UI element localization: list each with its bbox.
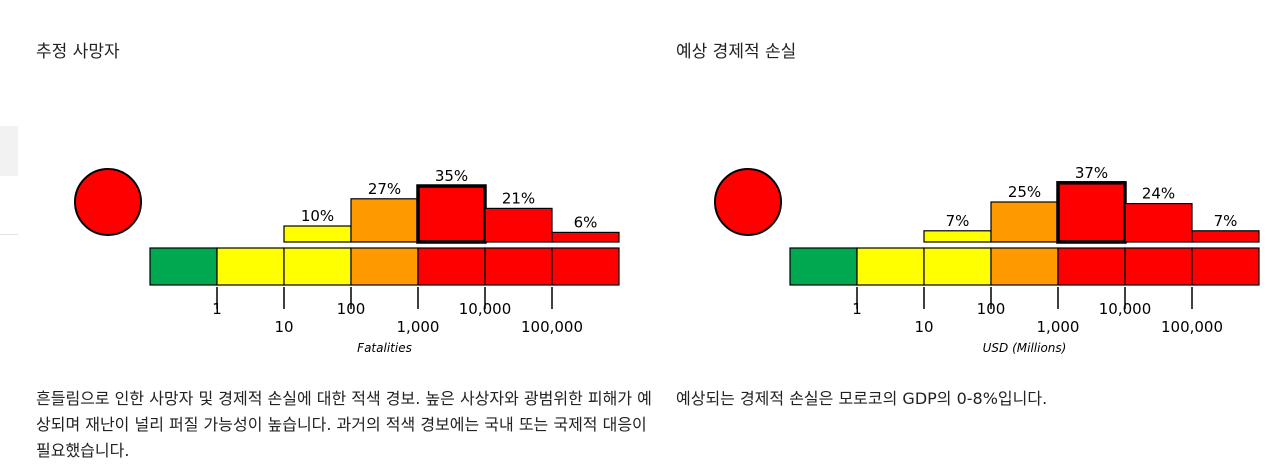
bar-value-label: 25% <box>1008 183 1041 201</box>
tick-label: 1 <box>212 300 222 318</box>
bar-value-label: 6% <box>574 213 598 231</box>
bar-value-label: 35% <box>435 167 468 185</box>
bar-value-label: 27% <box>368 180 401 198</box>
tick-label: 1,000 <box>1037 318 1080 336</box>
alert-strip-segment <box>417 247 486 286</box>
fatalities-chart-svg: 10% 27% 35% 21% 6% 1 10 100 1,000 10,000 100,000 Fa… <box>74 167 620 355</box>
tick-label: 100,000 <box>1161 318 1223 336</box>
alert-strip-segment <box>350 247 419 286</box>
sidebar-edge-divider <box>0 234 18 235</box>
alert-strip-segment <box>1124 247 1193 286</box>
alert-strip-segment <box>551 247 620 286</box>
tick-label: 1 <box>852 300 862 318</box>
probability-bar <box>1124 202 1193 243</box>
fatalities-description: 흔들림으로 인한 사망자 및 경제적 손실에 대한 적색 경보. 높은 사상자와… <box>36 389 652 460</box>
bar-value-label: 21% <box>502 189 535 207</box>
bar-value-label: 10% <box>301 207 334 225</box>
sidebar-edge-tab <box>0 126 18 176</box>
alert-strip-segment <box>856 247 925 286</box>
bar-value-label: 7% <box>1214 212 1238 230</box>
alert-level-circle <box>714 168 782 236</box>
probability-bar <box>350 198 419 243</box>
probability-bar <box>551 231 620 243</box>
tick-label: 100 <box>977 300 1006 318</box>
probability-bar <box>416 184 487 244</box>
x-axis-label: Fatalities <box>357 341 412 355</box>
bar-value-label: 37% <box>1075 164 1108 182</box>
alert-strip-segment <box>149 247 218 286</box>
fatalities-pager-chart: 10% 27% 35% 21% 6% 1 10 100 1,000 10,000 100,000 Fa… <box>36 140 656 362</box>
economic-chart-svg: 7% 25% 37% 24% 7% 1 10 100 1,000 10,000 100,000 USD… <box>714 164 1260 355</box>
probability-bar <box>990 201 1059 243</box>
alert-strip-segment <box>990 247 1059 286</box>
tick-label: 100,000 <box>521 318 583 336</box>
alert-strip-segment <box>1191 247 1260 286</box>
alert-strip-segment <box>484 247 553 286</box>
alert-strip-segment <box>216 247 285 286</box>
probability-bar <box>283 225 352 243</box>
alert-strip-segment <box>1057 247 1126 286</box>
economic-panel: 예상 경제적 손실 7% 25% 37% 24% 7% 1 10 100 1,000 10,000… <box>676 0 1280 476</box>
economic-pager-chart: 7% 25% 37% 24% 7% 1 10 100 1,000 10,000 100,000 USD… <box>676 140 1280 362</box>
alert-strip-segment <box>283 247 352 286</box>
probability-bar <box>1056 181 1127 244</box>
probability-bar <box>1191 230 1260 243</box>
bar-value-label: 7% <box>946 212 970 230</box>
tick-label: 100 <box>337 300 366 318</box>
alert-strip-segment <box>923 247 992 286</box>
x-axis-label: USD (Millions) <box>983 341 1067 355</box>
tick-label: 1,000 <box>397 318 440 336</box>
alert-strip-segment <box>789 247 858 286</box>
economic-title: 예상 경제적 손실 <box>676 42 797 62</box>
bar-value-label: 24% <box>1142 185 1175 203</box>
alert-level-circle <box>74 168 142 236</box>
economic-description: 예상되는 경제적 손실은 모로코의 GDP의 0-8%입니다. <box>676 389 1048 408</box>
tick-label: 10 <box>274 318 293 336</box>
probability-bar <box>923 230 992 243</box>
tick-label: 10,000 <box>1099 300 1152 318</box>
tick-label: 10,000 <box>459 300 512 318</box>
fatalities-panel: 추정 사망자 10% 27% 35% 21% 6% 1 10 100 1,000 10,000 10… <box>36 0 656 476</box>
tick-label: 10 <box>914 318 933 336</box>
probability-bar <box>484 207 553 243</box>
fatalities-title: 추정 사망자 <box>36 42 120 62</box>
